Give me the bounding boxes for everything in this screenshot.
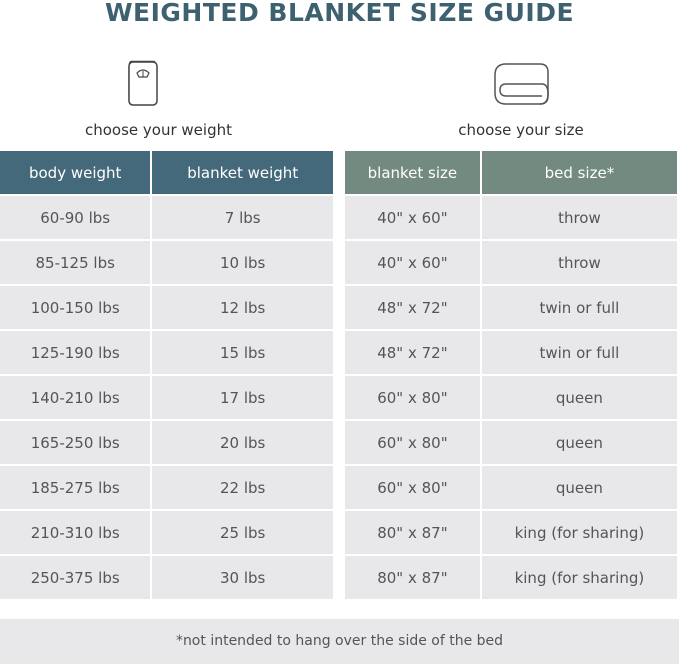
table-cell: queen: [481, 376, 677, 419]
table-cell: 125-190 lbs: [0, 331, 151, 374]
table-row: 60" x 80" queen: [345, 376, 677, 419]
footnote: *not intended to hang over the side of t…: [0, 619, 679, 664]
table-cell: queen: [481, 421, 677, 464]
table-cell: 48" x 72": [345, 286, 480, 329]
table-cell: 85-125 lbs: [0, 241, 151, 284]
table-row: 100-150 lbs 12 lbs: [0, 286, 333, 329]
table-cell: 210-310 lbs: [0, 511, 151, 554]
table-cell: 12 lbs: [152, 286, 333, 329]
table-cell: king (for sharing): [481, 511, 677, 554]
table-row: 80" x 87" king (for sharing): [345, 556, 677, 599]
table-cell: 17 lbs: [152, 376, 333, 419]
size-table: blanket size bed size* 40" x 60" throw 40"…: [343, 149, 679, 601]
table-cell: 100-150 lbs: [0, 286, 151, 329]
table-row: 40" x 60" throw: [345, 241, 677, 284]
table-row: 165-250 lbs 20 lbs: [0, 421, 333, 464]
table-row: 140-210 lbs 17 lbs: [0, 376, 333, 419]
table-cell: 165-250 lbs: [0, 421, 151, 464]
table-row: 60-90 lbs 7 lbs: [0, 196, 333, 239]
scale-icon: [128, 61, 158, 106]
table-row: 40" x 60" throw: [345, 196, 677, 239]
table-row: 48" x 72" twin or full: [345, 286, 677, 329]
table-cell: 60" x 80": [345, 376, 480, 419]
page-title: WEIGHTED BLANKET SIZE GUIDE: [104, 0, 575, 27]
table-cell: twin or full: [481, 286, 677, 329]
table-cell: 25 lbs: [152, 511, 333, 554]
table-cell: 60" x 80": [345, 421, 480, 464]
table-cell: 185-275 lbs: [0, 466, 151, 509]
table-row: 85-125 lbs 10 lbs: [0, 241, 333, 284]
table-cell: king (for sharing): [481, 556, 677, 599]
table-row: 210-310 lbs 25 lbs: [0, 511, 333, 554]
header-body-weight: body weight: [0, 151, 151, 194]
table-cell: 80" x 87": [345, 511, 480, 554]
table-cell: 60" x 80": [345, 466, 480, 509]
table-cell: 7 lbs: [152, 196, 333, 239]
table-cell: throw: [481, 196, 677, 239]
table-cell: 15 lbs: [152, 331, 333, 374]
table-cell: 20 lbs: [152, 421, 333, 464]
header-blanket-size: blanket size: [345, 151, 480, 194]
folded-blanket-icon: [494, 63, 549, 105]
choose-weight-caption: choose your weight: [85, 121, 232, 139]
table-cell: 30 lbs: [152, 556, 333, 599]
weight-table: body weight blanket weight 60-90 lbs 7 lb…: [0, 149, 335, 601]
table-cell: queen: [481, 466, 677, 509]
table-cell: 250-375 lbs: [0, 556, 151, 599]
header-blanket-weight: blanket weight: [152, 151, 333, 194]
table-cell: throw: [481, 241, 677, 284]
table-row: 60" x 80" queen: [345, 421, 677, 464]
table-cell: 48" x 72": [345, 331, 480, 374]
table-row: 48" x 72" twin or full: [345, 331, 677, 374]
table-cell: twin or full: [481, 331, 677, 374]
table-row: 250-375 lbs 30 lbs: [0, 556, 333, 599]
table-cell: 80" x 87": [345, 556, 480, 599]
table-cell: 40" x 60": [345, 196, 480, 239]
table-cell: 140-210 lbs: [0, 376, 151, 419]
table-cell: 22 lbs: [152, 466, 333, 509]
choose-size-caption: choose your size: [458, 121, 584, 139]
table-cell: 60-90 lbs: [0, 196, 151, 239]
table-row: 185-275 lbs 22 lbs: [0, 466, 333, 509]
table-cell: 40" x 60": [345, 241, 480, 284]
table-row: 80" x 87" king (for sharing): [345, 511, 677, 554]
table-row: 60" x 80" queen: [345, 466, 677, 509]
header-bed-size: bed size*: [481, 151, 677, 194]
table-cell: 10 lbs: [152, 241, 333, 284]
table-row: 125-190 lbs 15 lbs: [0, 331, 333, 374]
